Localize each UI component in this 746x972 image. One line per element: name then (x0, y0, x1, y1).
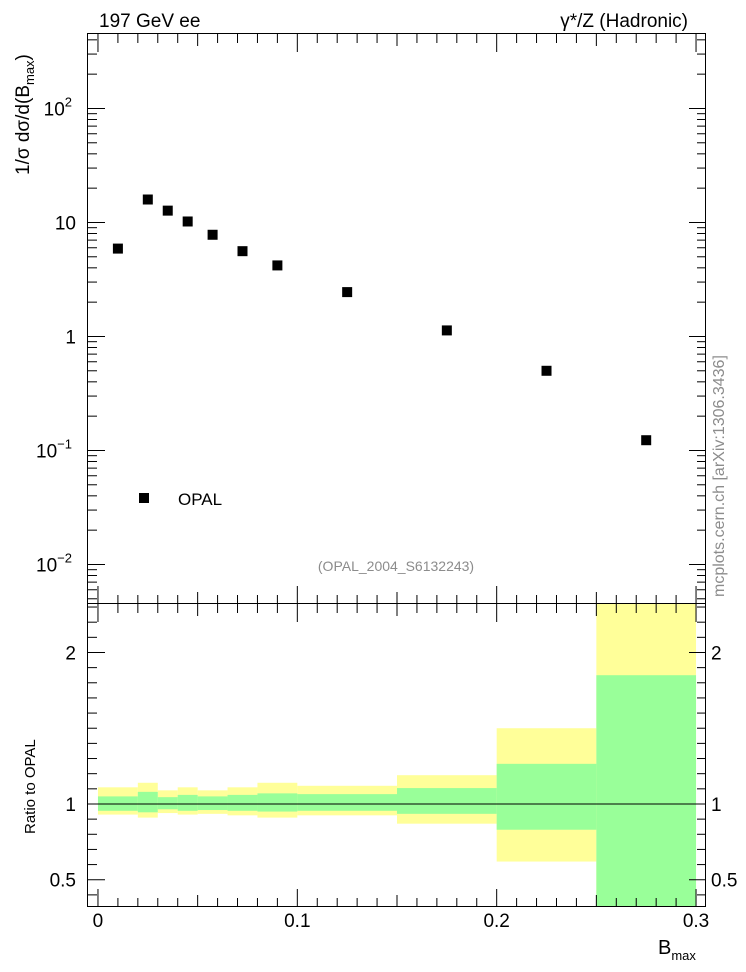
ratio-y-axis-ticks (88, 606, 706, 896)
tick-label-exponent: −2 (57, 550, 72, 565)
tick-label-exponent: 2 (65, 94, 72, 109)
main-y-tick-label-0: 10−2 (36, 550, 72, 576)
ratio-green-band-3 (177, 794, 198, 811)
opal-data-point-5 (237, 246, 248, 257)
opal-data-point-10 (641, 435, 652, 446)
legend-label: OPAL (178, 490, 222, 509)
main-x-axis-ticks (97, 34, 697, 604)
ratio-green-band-6 (257, 793, 298, 812)
tick-label-base: 10 (36, 555, 57, 576)
x-axis-label-main: B (658, 937, 671, 959)
x-tick-label-2: 0.2 (483, 911, 509, 932)
opal-data-point-8 (441, 325, 452, 336)
ratio-green-band-2 (157, 797, 178, 810)
tick-label-base: 10 (55, 213, 76, 234)
ratio-y-tick-label-left-2: 2 (65, 643, 76, 664)
ratio-y-tick-labels: 0.5 0.5 1 1 2 2 (50, 643, 738, 891)
analysis-annotation: (OPAL_2004_S6132243) (318, 558, 474, 574)
main-y-axis-label-close: ) (13, 54, 34, 60)
opal-data-point-1 (142, 194, 153, 205)
opal-data-point-3 (182, 216, 193, 227)
tick-label-base: 10 (36, 441, 57, 462)
chart-title-right: γ*/Z (Hadronic) (560, 11, 688, 32)
chart-title-left: 197 GeV ee (99, 11, 200, 32)
main-y-axis-label: 1/σ dσ/d(Bmax) (13, 54, 37, 175)
opal-data-point-2 (162, 205, 173, 216)
tick-label-exponent: −1 (57, 436, 72, 451)
opal-data-point-7 (342, 287, 353, 298)
ratio-green-band-9 (496, 763, 597, 830)
opal-data-point-4 (207, 229, 218, 240)
main-y-tick-label-1: 10−1 (36, 436, 72, 462)
ratio-y-tick-label-left-0: 0.5 (50, 871, 76, 892)
ratio-y-tick-label-right-1: 1 (711, 795, 722, 816)
ratio-x-axis-ticks (97, 604, 697, 907)
x-axis-label: Bmax (658, 937, 696, 963)
ratio-x-tick-labels: 0 0.1 0.2 0.3 (93, 911, 710, 932)
opal-data-point-9 (541, 365, 552, 376)
x-tick-label-0: 0 (93, 911, 104, 932)
opal-data-point-0 (112, 243, 123, 254)
ratio-green-band-5 (227, 794, 258, 811)
x-tick-label-1: 0.1 (284, 911, 310, 932)
main-plot-frame (87, 33, 706, 604)
ratio-green-band-10 (596, 675, 697, 907)
main-y-tick-label-3: 10 (55, 213, 76, 234)
x-tick-label-3: 0.3 (683, 911, 709, 932)
ratio-green-band-4 (197, 796, 228, 811)
ratio-green-band-1 (137, 791, 158, 813)
main-y-tick-label-2: 1 (65, 327, 76, 348)
ratio-green-band-7 (297, 794, 397, 811)
main-y-axis-label-main: 1/σ dσ/d(B (13, 85, 34, 175)
legend-marker (139, 493, 149, 503)
main-y-axis-ticks (88, 39, 706, 600)
ratio-y-tick-label-right-2: 2 (711, 643, 722, 664)
x-axis-label-sub: max (671, 948, 696, 963)
opal-data-points (112, 194, 652, 446)
main-y-tick-label-4: 102 (44, 94, 72, 120)
ratio-y-tick-label-left-1: 1 (65, 795, 76, 816)
ratio-y-tick-label-right-0: 0.5 (711, 871, 737, 892)
ratio-green-bands (97, 675, 697, 907)
ratio-green-band-8 (397, 788, 497, 814)
tick-label-base: 1 (65, 327, 76, 348)
opal-data-point-6 (272, 260, 283, 271)
ratio-y-axis-label: Ratio to OPAL (22, 739, 39, 834)
side-watermark-label: mcplots.cern.ch [arXiv:1306.3436] (711, 355, 728, 597)
main-y-axis-label-sub: max (22, 60, 37, 85)
tick-label-base: 10 (44, 99, 65, 120)
